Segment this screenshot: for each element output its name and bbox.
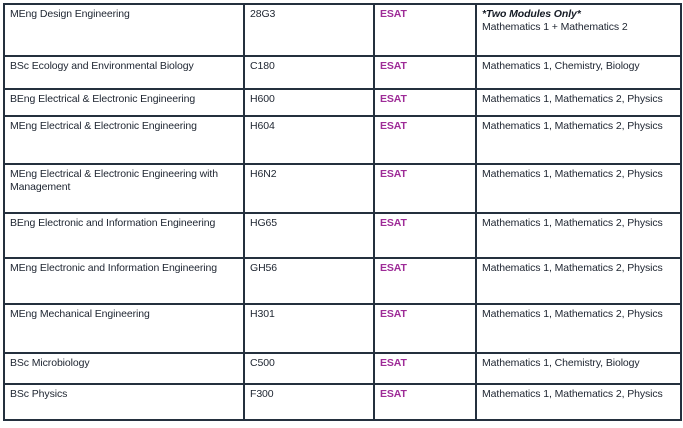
- table-row: MEng Electrical & Electronic Engineering…: [3, 163, 682, 214]
- ucas-code-cell: C180: [243, 55, 375, 90]
- admissions-test-cell: ESAT: [373, 88, 477, 117]
- modules-cell: Mathematics 1, Mathematics 2, Physics: [475, 383, 682, 421]
- admissions-test-cell: ESAT: [373, 55, 477, 90]
- ucas-code-cell: HG65: [243, 212, 375, 259]
- table-row: BEng Electronic and Information Engineer…: [3, 212, 682, 259]
- admissions-test-cell: ESAT: [373, 163, 477, 214]
- table-row: MEng Design Engineering 28G3 ESAT *Two Modu…: [3, 3, 682, 57]
- course-name-cell: BEng Electronic and Information Engineer…: [3, 212, 245, 259]
- course-name-cell: MEng Electrical & Electronic Engineering…: [3, 163, 245, 214]
- modules-cell: Mathematics 1, Mathematics 2, Physics: [475, 257, 682, 305]
- table-row: BSc Microbiology C500 ESAT Mathematics 1, C…: [3, 352, 682, 385]
- admissions-test-cell: ESAT: [373, 383, 477, 421]
- ucas-code-cell: H301: [243, 303, 375, 354]
- modules-cell: Mathematics 1, Mathematics 2, Physics: [475, 303, 682, 354]
- admissions-test-cell: ESAT: [373, 115, 477, 165]
- ucas-code-cell: 28G3: [243, 3, 375, 57]
- course-name-cell: MEng Electrical & Electronic Engineering: [3, 115, 245, 165]
- admissions-test-cell: ESAT: [373, 352, 477, 385]
- admissions-test-cell: ESAT: [373, 303, 477, 354]
- admissions-test-cell: ESAT: [373, 3, 477, 57]
- ucas-code-cell: C500: [243, 352, 375, 385]
- table-row: BSc Ecology and Environmental Biology C18…: [3, 55, 682, 90]
- course-name-cell: BSc Physics: [3, 383, 245, 421]
- table-row: BSc Physics F300 ESAT Mathematics 1, Mathem…: [3, 383, 682, 421]
- ucas-code-cell: H600: [243, 88, 375, 117]
- ucas-code-cell: H604: [243, 115, 375, 165]
- ucas-code-cell: H6N2: [243, 163, 375, 214]
- modules-cell: Mathematics 1, Chemistry, Biology: [475, 352, 682, 385]
- modules-cell: *Two Modules Only* Mathematics 1 + Mathem…: [475, 3, 682, 57]
- course-name-cell: MEng Mechanical Engineering: [3, 303, 245, 354]
- modules-cell: Mathematics 1, Mathematics 2, Physics: [475, 115, 682, 165]
- modules-cell: Mathematics 1, Mathematics 2, Physics: [475, 88, 682, 117]
- admissions-test-cell: ESAT: [373, 212, 477, 259]
- course-name-cell: MEng Design Engineering: [3, 3, 245, 57]
- modules-note: *Two Modules Only*: [482, 8, 581, 20]
- courses-table: MEng Design Engineering 28G3 ESAT *Two Modu…: [3, 3, 682, 421]
- courses-table-body: MEng Design Engineering 28G3 ESAT *Two Modu…: [3, 3, 682, 421]
- ucas-code-cell: GH56: [243, 257, 375, 305]
- course-name-cell: BSc Microbiology: [3, 352, 245, 385]
- course-name-cell: MEng Electronic and Information Engineer…: [3, 257, 245, 305]
- table-row: MEng Electrical & Electronic Engineering…: [3, 115, 682, 165]
- table-row: MEng Mechanical Engineering H301 ESAT Mathe…: [3, 303, 682, 354]
- modules-cell: Mathematics 1, Chemistry, Biology: [475, 55, 682, 90]
- course-name-cell: BEng Electrical & Electronic Engineering: [3, 88, 245, 117]
- ucas-code-cell: F300: [243, 383, 375, 421]
- table-row: BEng Electrical & Electronic Engineering…: [3, 88, 682, 117]
- admissions-test-cell: ESAT: [373, 257, 477, 305]
- modules-cell: Mathematics 1, Mathematics 2, Physics: [475, 163, 682, 214]
- modules-cell: Mathematics 1, Mathematics 2, Physics: [475, 212, 682, 259]
- modules-text: Mathematics 1 + Mathematics 2: [482, 21, 628, 33]
- course-name-cell: BSc Ecology and Environmental Biology: [3, 55, 245, 90]
- table-row: MEng Electronic and Information Engineer…: [3, 257, 682, 305]
